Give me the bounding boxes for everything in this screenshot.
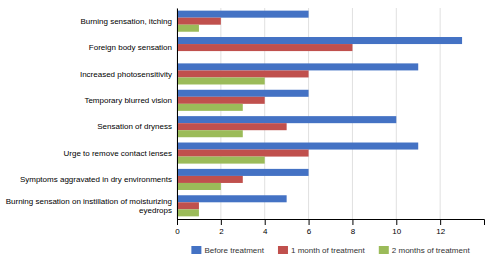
bar	[177, 195, 287, 202]
bar	[177, 104, 243, 111]
legend-item: 1 month of treatment	[278, 246, 366, 255]
tick-mark	[265, 219, 266, 225]
tick-mark	[177, 219, 178, 225]
tick-label: Urge to remove contact lenses	[64, 149, 173, 158]
chart: 0 2 4 6 8 10 12 Burning sensation, itching Forei…	[0, 0, 500, 261]
bar	[177, 70, 309, 77]
bar-series	[177, 11, 462, 203]
tick: 12	[436, 219, 445, 236]
tick: Burning sensation on instillation of moi…	[6, 197, 172, 215]
tick-label: Temporary blurred vision	[84, 96, 172, 105]
tick: 6	[307, 219, 312, 236]
tick-mark	[221, 219, 222, 225]
bar	[177, 169, 309, 176]
bar	[177, 130, 243, 137]
tick-label: Foreign body sensation	[89, 43, 172, 52]
tick-label: Sensation of dryness	[97, 122, 172, 131]
legend-swatch	[278, 246, 288, 254]
legend-item: Before treatment	[191, 246, 264, 255]
legend-swatch	[191, 246, 201, 254]
tick-mark	[352, 219, 353, 225]
bar-series	[177, 18, 352, 210]
tick-label: Burning sensation, itching	[80, 17, 172, 26]
x-axis: 0 2 4 6 8 10 12	[175, 219, 484, 236]
tick-label: Symptoms aggravated in dry environments	[20, 175, 172, 184]
tick-label: 0	[175, 227, 180, 236]
bar	[177, 116, 396, 123]
bar	[177, 90, 309, 97]
bar	[177, 143, 418, 150]
bar	[177, 11, 309, 18]
bar	[177, 150, 309, 157]
tick: Burning sensation, itching	[80, 17, 172, 26]
tick: Sensation of dryness	[97, 122, 172, 131]
tick-label: Burning sensation on instillation of moi…	[6, 197, 172, 215]
axis-line	[178, 220, 485, 226]
tick-mark	[440, 219, 441, 225]
tick-label: 2	[219, 227, 224, 236]
bar	[177, 183, 221, 190]
bar	[177, 157, 265, 164]
bar-series	[177, 25, 265, 217]
bar	[177, 63, 418, 70]
tick-label: 12	[436, 227, 445, 236]
tick-label: Increased photosensitivity	[80, 69, 172, 78]
bar	[177, 77, 265, 84]
plot: 0 2 4 6 8 10 12 Burning sensation, itching Forei…	[6, 8, 485, 236]
bar	[177, 202, 199, 209]
tick-mark	[309, 219, 310, 225]
y-axis: Burning sensation, itching Foreign body s…	[6, 9, 178, 220]
bar	[177, 176, 243, 183]
tick-label: 4	[263, 227, 268, 236]
tick: 8	[351, 219, 356, 236]
legend-item: 2 months of treatment	[379, 246, 471, 255]
legend: Before treatment 1 month of treatment 2 mo…	[191, 246, 470, 255]
bar	[177, 123, 287, 130]
tick-label: 10	[392, 227, 401, 236]
bar	[177, 97, 265, 104]
tick: 2	[219, 219, 224, 236]
tick-mark	[396, 219, 397, 225]
legend-label: Before treatment	[204, 246, 264, 255]
tick: Foreign body sensation	[89, 43, 172, 52]
legend-swatch	[379, 246, 389, 254]
bars	[177, 11, 462, 217]
tick-label: 8	[351, 227, 356, 236]
tick-label: 6	[307, 227, 312, 236]
grid-line	[177, 8, 178, 219]
bar	[177, 37, 462, 44]
tick: Symptoms aggravated in dry environments	[20, 175, 172, 184]
tick: Urge to remove contact lenses	[64, 149, 173, 158]
tick: Increased photosensitivity	[80, 69, 172, 78]
axis-line	[177, 9, 178, 220]
bar	[177, 18, 221, 25]
legend-label: 2 months of treatment	[392, 246, 471, 255]
tick: 4	[263, 219, 268, 236]
legend-label: 1 month of treatment	[291, 246, 366, 255]
tick: Temporary blurred vision	[84, 96, 172, 105]
tick: 10	[392, 219, 401, 236]
tick: 0	[175, 219, 180, 236]
bar	[177, 44, 352, 51]
bar	[177, 209, 199, 216]
bar	[177, 25, 199, 32]
